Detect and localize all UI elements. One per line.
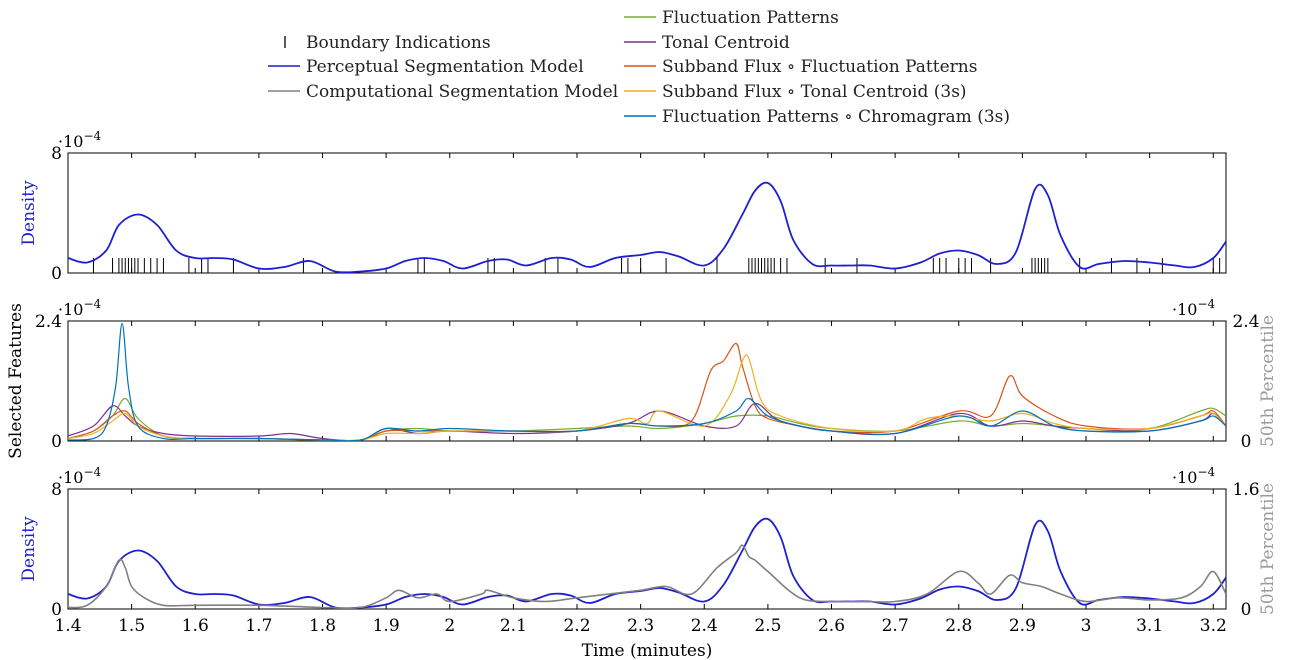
x-tick-label: 2.9 [1009,616,1036,636]
series-line-bottom-1 [68,544,1226,609]
y-exponent-label: ·10−4 [58,129,102,151]
legend-label-0: Boundary Indications [306,33,491,53]
x-tick-label: 2.6 [818,616,845,636]
series-line-bottom-0 [68,517,1226,609]
y-tick-label: 0 [51,600,62,620]
x-tick-label: 2.3 [627,616,654,636]
plot-frame [67,488,1227,610]
series-line-middle-0 [68,397,1226,441]
x-tick-label: 2 [444,616,455,636]
y-axis-label: Selected Features [6,303,26,459]
series-line-top-0 [68,181,1226,273]
y2-axis-label: 50th Percentile [1258,315,1278,447]
x-tick-label: 2.7 [882,616,909,636]
y-exponent-power: −4 [83,465,101,479]
y2-tick-label: 1.6 [1232,480,1259,500]
y2-tick-label: 2.4 [1232,312,1259,332]
legend-label-1: Perceptual Segmentation Model [306,57,584,77]
x-tick-label: 2.8 [945,616,972,636]
x-tick-label: 3 [1081,616,1092,636]
x-tick-label: 3.2 [1200,616,1227,636]
y2-exponent-label: ·10−4 [1172,465,1216,487]
legend-label-3: Fluctuation Patterns [662,8,839,28]
x-tick-label: 1.9 [373,616,400,636]
x-axis-label: Time (minutes) [582,641,713,660]
y-tick-label: 0 [51,264,62,284]
legend-label-2: Computational Segmentation Model [306,82,618,102]
x-tick-label: 1.6 [182,616,209,636]
plot-area [68,322,1226,441]
legend-label-6: Subband Flux ∘ Tonal Centroid (3s) [662,82,967,102]
panel-top-density: 0 8·10−4 Density [19,129,1227,284]
plot-area [68,181,1226,273]
x-axis: 1.4 1.5 1.6 1.7 1.8 1.9 2 2.1 2.2 2.3 2.4 2.5 2.6 2.7… [54,616,1226,660]
y-axis-label: Density [19,180,39,246]
y2-tick-label: 0 [1241,432,1252,452]
y2-exponent-power: −4 [1197,297,1215,311]
y-tick-label: 2.4 [35,312,62,332]
y2-tick-label: 0 [1241,600,1252,620]
y2-axis-label: 50th Percentile [1258,483,1278,615]
y-tick-label: 8 [51,480,62,500]
legend-label-4: Tonal Centroid [662,33,790,53]
y-exponent-power: −4 [83,129,101,143]
x-tick-label: 3.1 [1136,616,1163,636]
x-tick-label: 1.4 [54,616,81,636]
y-exponent-power: −4 [83,297,101,311]
x-tick-label: 2.4 [691,616,718,636]
x-tick-label: 1.7 [245,616,272,636]
plot-frame [67,152,1227,274]
y-tick-label: 8 [51,144,62,164]
series-line-middle-1 [68,402,1226,441]
y-exponent-label: ·10−4 [58,465,102,487]
y-axis-label: Density [19,516,39,582]
plot-area [68,517,1226,609]
x-tick-label: 2.2 [563,616,590,636]
plot-frame [67,320,1227,442]
y2-exponent-power: −4 [1197,465,1215,479]
series-line-middle-4 [68,322,1226,441]
y2-exponent-label: ·10−4 [1172,297,1216,319]
legend: Boundary Indications Perceptual Segmentat… [268,8,1010,127]
y-exponent-label: ·10−4 [58,297,102,319]
x-tick-label: 1.5 [118,616,145,636]
y-tick-label: 0 [51,432,62,452]
x-tick-label: 1.8 [309,616,336,636]
x-tick-label: 2.1 [500,616,527,636]
legend-label-5: Subband Flux ∘ Fluctuation Patterns [662,57,977,77]
x-tick-label: 2.5 [754,616,781,636]
legend-label-7: Fluctuation Patterns ∘ Chromagram (3s) [662,107,1010,127]
